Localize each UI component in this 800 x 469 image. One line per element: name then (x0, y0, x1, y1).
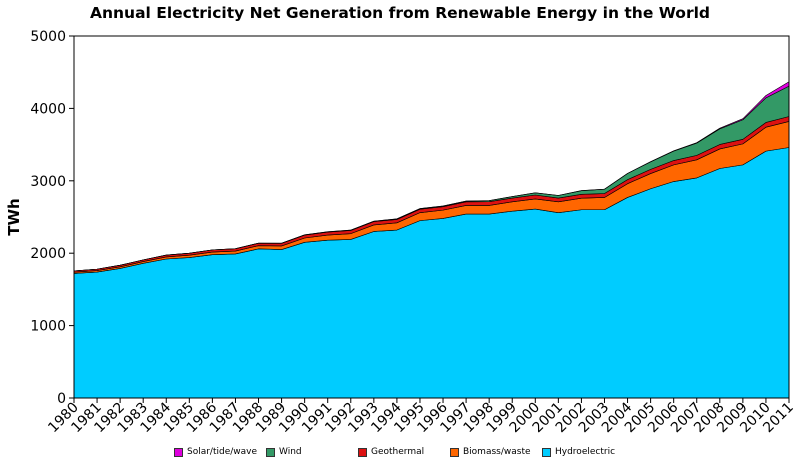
legend-label: Biomass/waste (463, 447, 531, 457)
y-tick-label: 3000 (30, 174, 66, 190)
legend-item-biomass-waste: Biomass/waste (450, 447, 531, 457)
legend: Solar/tide/wave Wind Geothermal Biomass/was… (0, 447, 800, 463)
area-series-group (73, 81, 790, 399)
y-tick-label: 2000 (30, 246, 66, 262)
legend-item-solar-tide-wave: Solar/tide/wave (174, 447, 257, 457)
y-tick-label: 0 (57, 391, 66, 407)
plot-frame (73, 35, 790, 399)
y-tick-label: 1000 (30, 319, 66, 335)
area-hydroelectric (73, 147, 790, 399)
legend-item-hydroelectric: Hydroelectric (542, 447, 615, 457)
legend-label: Geothermal (371, 447, 425, 457)
legend-item-geothermal: Geothermal (358, 447, 424, 457)
legend-item-wind: Wind (266, 447, 302, 457)
legend-label: Wind (279, 447, 302, 457)
legend-swatch (450, 447, 459, 457)
y-tick-label: 5000 (30, 29, 66, 45)
chart-title: Annual Electricity Net Generation from R… (89, 4, 710, 22)
legend-swatch (266, 447, 275, 457)
legend-swatch (358, 447, 367, 457)
legend-swatch (542, 447, 551, 457)
legend-label: Hydroelectric (555, 447, 616, 457)
legend-swatch (174, 447, 183, 457)
y-tick-label: 4000 (30, 101, 66, 117)
y-axis-label: TWh (5, 198, 23, 235)
legend-label: Solar/tide/wave (187, 447, 258, 457)
